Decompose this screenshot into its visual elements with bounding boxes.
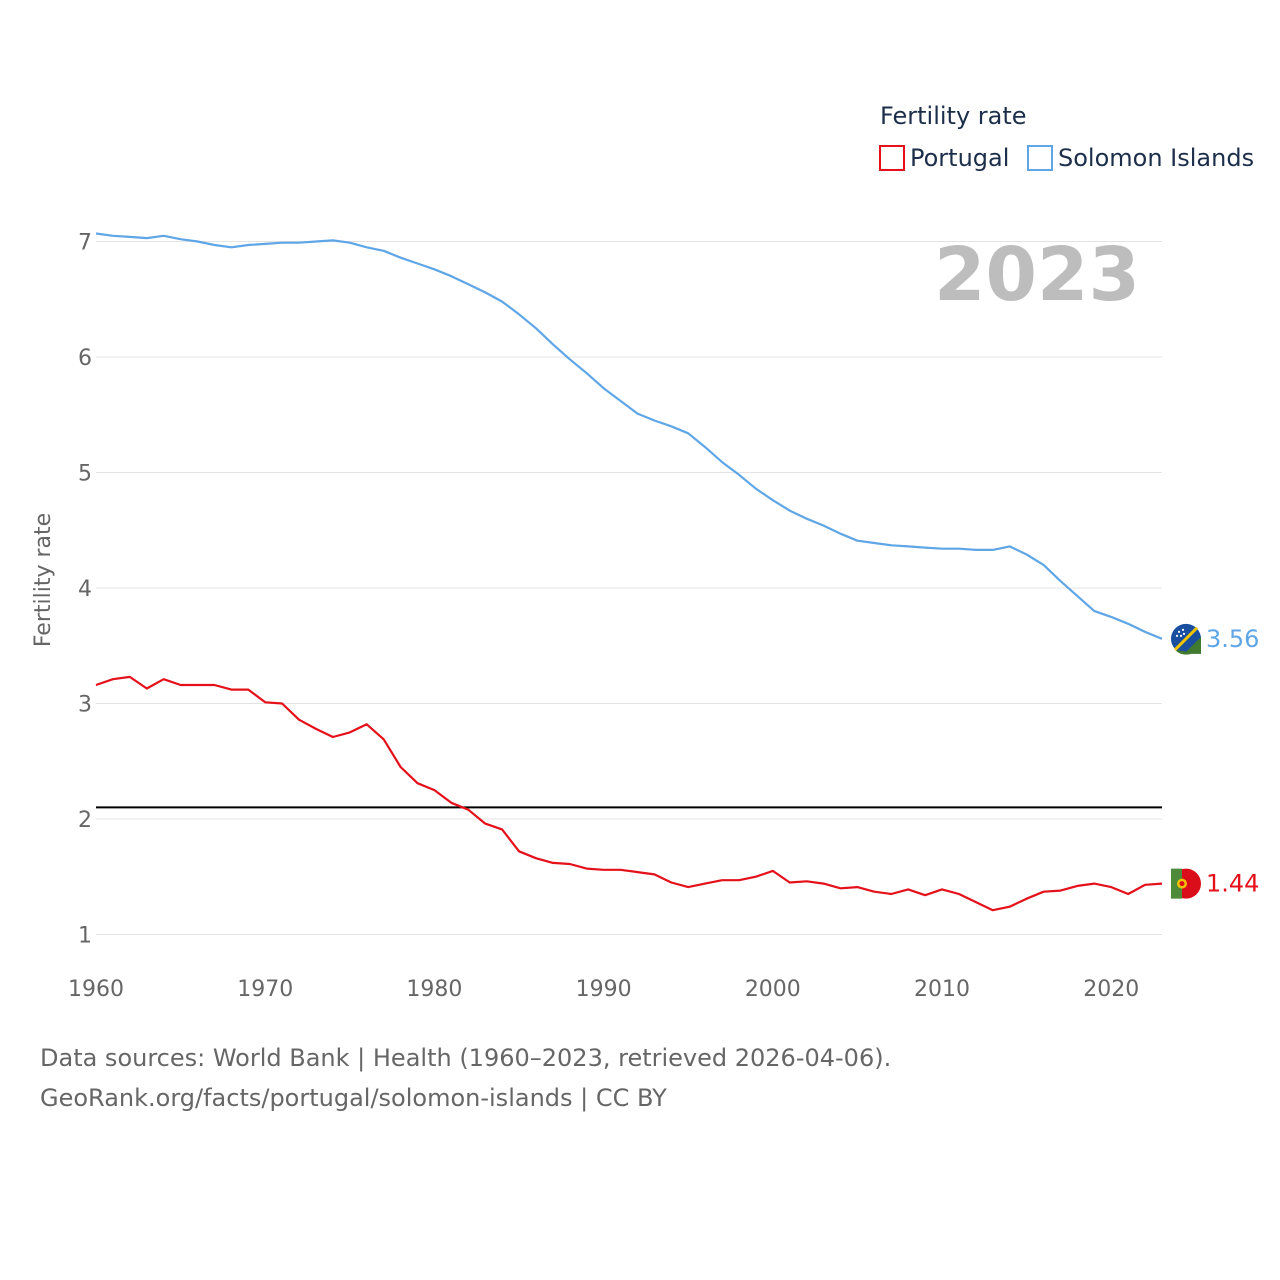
x-tick-label-1990: 1990 (576, 977, 632, 1002)
data-sources-note: Data sources: World Bank | Health (1960–… (40, 1044, 892, 1072)
legend-swatch-portugal (879, 145, 905, 171)
y-tick-label-3: 3 (78, 692, 92, 717)
legend: Fertility rate Portugal Solomon Islands (879, 102, 1254, 172)
flag-star-solomon-4 (1182, 632, 1186, 635)
flag-emblem-core-portugal (1179, 881, 1185, 887)
y-tick-label-7: 7 (78, 231, 92, 256)
end-label-solomon-islands: 3.56 (1206, 625, 1259, 653)
y-tick-label-6: 6 (78, 346, 92, 371)
series-line-portugal (95, 675, 1163, 912)
legend-item-solomon-islands[interactable]: Solomon Islands (1027, 144, 1254, 172)
x-tick-label-1970: 1970 (237, 977, 293, 1002)
flag-star-solomon-3 (1179, 634, 1183, 637)
flag-icon-solomon-islands (1171, 623, 1202, 655)
end-label-portugal: 1.44 (1206, 870, 1259, 898)
x-tick-label-2010: 2010 (914, 977, 970, 1002)
y-axis-label: Fertility rate (31, 513, 56, 647)
year-badge: 2023 (934, 232, 1140, 318)
x-tick-label-1960: 1960 (68, 977, 124, 1002)
x-tick-label-2020: 2020 (1083, 977, 1139, 1002)
y-axis-ticks: 1 2 3 4 5 6 7 (78, 231, 92, 949)
legend-title: Fertility rate (880, 102, 1027, 130)
grid-lines (96, 241, 1162, 935)
flag-band-portugal (1171, 868, 1182, 899)
x-tick-label-1980: 1980 (406, 977, 462, 1002)
legend-swatch-solomon-islands (1027, 145, 1053, 171)
x-tick-label-2000: 2000 (745, 977, 801, 1002)
y-tick-label-2: 2 (78, 808, 92, 833)
series-end-markers: 1.44 3.56 (1171, 623, 1259, 899)
legend-item-portugal[interactable]: Portugal (879, 144, 1009, 172)
flag-star-solomon-1 (1181, 628, 1185, 631)
series-line-solomon-islands (95, 232, 1163, 640)
flag-green-solomon (1184, 636, 1201, 654)
y-tick-label-5: 5 (78, 462, 92, 487)
x-axis-ticks: 1960 1970 1980 1990 2000 2010 2020 (68, 977, 1139, 1002)
legend-label-solomon-islands: Solomon Islands (1058, 144, 1254, 172)
series-lines (95, 232, 1163, 912)
flag-icon-portugal (1171, 868, 1201, 899)
flag-star-solomon-0 (1177, 630, 1181, 633)
flag-stripe-solomon (1173, 626, 1199, 651)
legend-label-portugal: Portugal (910, 144, 1009, 172)
y-tick-label-1: 1 (78, 923, 92, 948)
y-tick-label-4: 4 (78, 577, 92, 602)
source-link[interactable]: GeoRank.org/facts/portugal/solomon-islan… (40, 1084, 667, 1112)
flag-star-solomon-2 (1175, 634, 1179, 637)
flag-green2-solomon (1175, 638, 1202, 655)
fertility-chart: 1 2 3 4 5 6 7 1960 1970 1980 1990 2000 2010 2020 202… (31, 102, 1259, 1002)
